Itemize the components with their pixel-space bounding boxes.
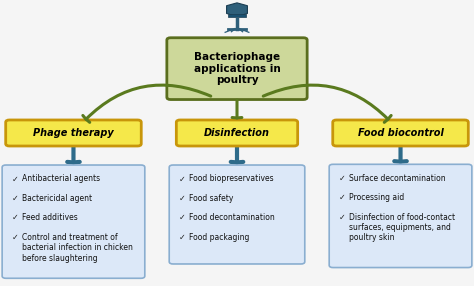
Text: ✓: ✓ <box>179 194 185 203</box>
Text: Phage therapy: Phage therapy <box>33 128 114 138</box>
Text: ✓: ✓ <box>338 193 346 202</box>
Polygon shape <box>227 3 247 17</box>
FancyBboxPatch shape <box>228 14 246 17</box>
Text: ✓: ✓ <box>12 194 18 203</box>
Text: Food safety: Food safety <box>189 194 234 203</box>
FancyBboxPatch shape <box>169 165 305 264</box>
Polygon shape <box>379 84 384 97</box>
Text: Antibacterial agents: Antibacterial agents <box>22 174 100 183</box>
Text: Disinfection: Disinfection <box>204 128 270 138</box>
Text: Surface decontamination: Surface decontamination <box>349 174 446 183</box>
FancyBboxPatch shape <box>333 120 468 146</box>
Text: Bacteriophage
applications in
poultry: Bacteriophage applications in poultry <box>193 52 281 85</box>
FancyBboxPatch shape <box>167 38 307 100</box>
Text: ✓: ✓ <box>12 174 18 183</box>
Text: Processing aid: Processing aid <box>349 193 404 202</box>
Text: Food decontamination: Food decontamination <box>189 213 275 222</box>
Text: Food packaging: Food packaging <box>189 233 249 242</box>
Polygon shape <box>322 72 334 86</box>
Text: ✓: ✓ <box>179 233 185 242</box>
Text: ✓: ✓ <box>338 213 346 222</box>
FancyBboxPatch shape <box>6 120 141 146</box>
Text: Food biopreservatives: Food biopreservatives <box>189 174 274 183</box>
Text: ✓: ✓ <box>179 174 185 183</box>
Text: ✓: ✓ <box>179 213 185 222</box>
Text: ✓: ✓ <box>338 174 346 183</box>
Polygon shape <box>152 86 176 91</box>
Polygon shape <box>95 97 114 105</box>
Text: ✓: ✓ <box>12 213 18 222</box>
Text: Control and treatment of
bacterial infection in chicken
before slaughtering: Control and treatment of bacterial infec… <box>22 233 133 263</box>
FancyBboxPatch shape <box>329 164 472 268</box>
Text: Bactericidal agent: Bactericidal agent <box>22 194 92 203</box>
FancyBboxPatch shape <box>2 165 145 278</box>
Text: ✓: ✓ <box>12 233 18 242</box>
Text: Disinfection of food-contact
surfaces, equipments, and
poultry skin: Disinfection of food-contact surfaces, e… <box>349 213 455 243</box>
FancyBboxPatch shape <box>176 120 298 146</box>
Text: Feed additives: Feed additives <box>22 213 78 222</box>
Text: Food biocontrol: Food biocontrol <box>357 128 444 138</box>
